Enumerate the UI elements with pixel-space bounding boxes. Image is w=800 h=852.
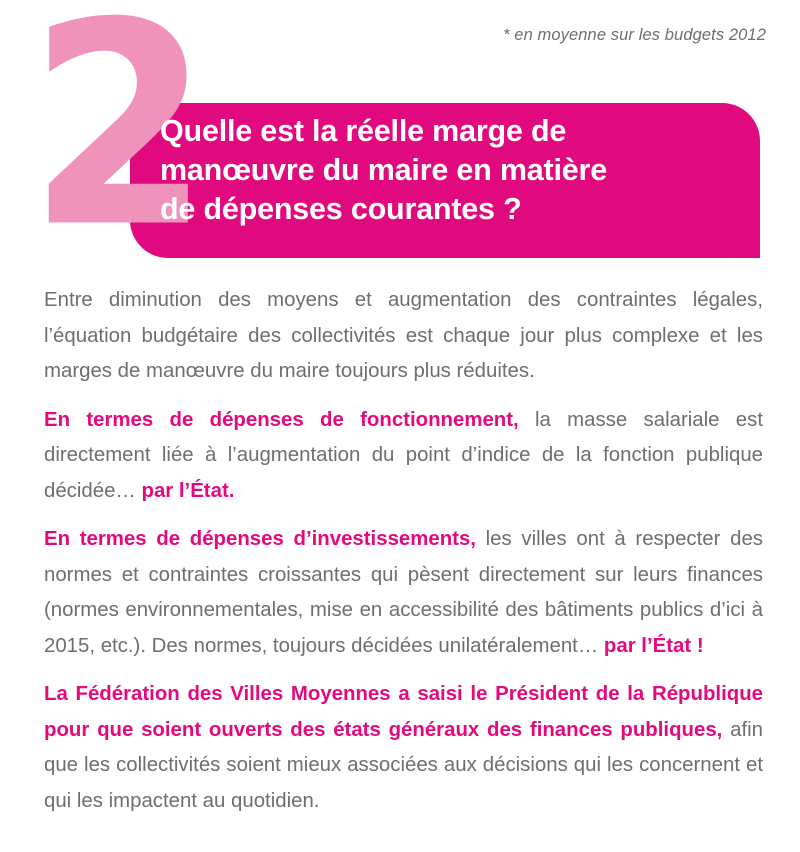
- paragraph-fonctionnement: En termes de dépenses de fonctionnement,…: [44, 403, 763, 510]
- header-banner-shape: [130, 103, 760, 258]
- paragraph-fonctionnement-tail: par l’État.: [141, 479, 235, 502]
- page-title: Quelle est la réelle marge de manœuvre d…: [160, 112, 750, 229]
- page-title-line-1: Quelle est la réelle marge de: [160, 114, 567, 148]
- page-title-line-2: manœuvre du maire en matière: [160, 153, 607, 187]
- paragraph-intro-text: Entre diminution des moyens et augmentat…: [44, 289, 763, 382]
- paragraph-federation-lead: La Fédération des Villes Moyennes a sais…: [44, 683, 763, 741]
- section-number-glyph: 2: [28, 0, 211, 289]
- body-content: Entre diminution des moyens et augmentat…: [44, 283, 763, 819]
- paragraph-intro: Entre diminution des moyens et augmentat…: [44, 283, 763, 390]
- paragraph-fonctionnement-text: la masse salariale est directement liée …: [44, 408, 763, 502]
- paragraph-federation: La Fédération des Villes Moyennes a sais…: [44, 677, 763, 819]
- section-header: 2 Quelle est la réelle marge de manœuvre…: [0, 0, 800, 270]
- paragraph-investissements-tail: par l’État !: [603, 634, 704, 657]
- paragraph-investissements: En termes de dépenses d’investissements,…: [44, 522, 763, 664]
- page-title-line-3: de dépenses courantes ?: [160, 192, 522, 226]
- paragraph-investissements-lead: En termes de dépenses d’investissements,: [44, 528, 476, 550]
- footnote-budget-note: * en moyenne sur les budgets 2012: [503, 26, 766, 44]
- paragraph-fonctionnement-lead: En termes de dépenses de fonctionnement,: [44, 408, 519, 431]
- paragraph-federation-text: afin que les collectivités soient mieux …: [44, 718, 763, 812]
- section-number: 2: [28, 0, 211, 266]
- paragraph-investissements-text: les villes ont à respecter des normes et…: [44, 528, 763, 657]
